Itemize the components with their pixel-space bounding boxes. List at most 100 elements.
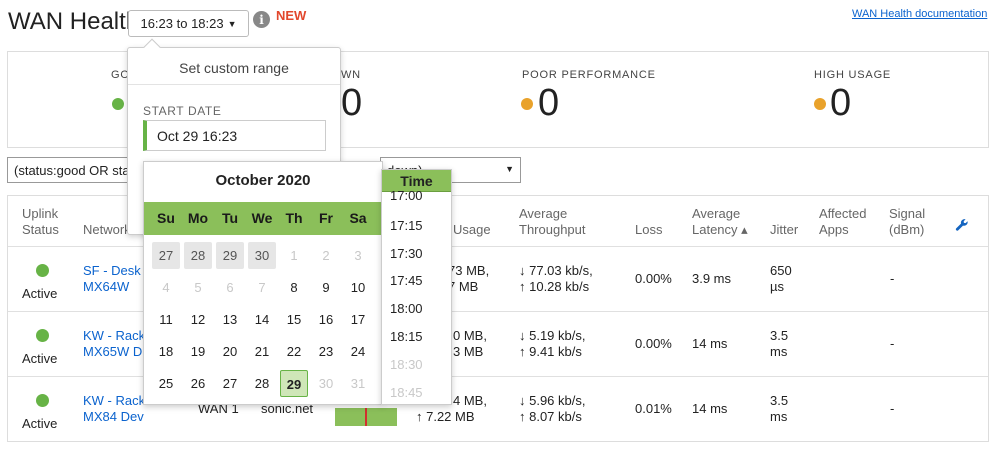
calendar-day[interactable]: 29: [216, 242, 244, 269]
status-dot: [36, 264, 49, 277]
calendar-day[interactable]: 14: [254, 312, 270, 327]
start-date-input[interactable]: Oct 29 16:23: [143, 120, 326, 151]
device-name: MX84 Dev: [83, 409, 144, 424]
header-uplink-status[interactable]: Uplink Status: [22, 206, 59, 238]
time-option[interactable]: 17:30: [390, 246, 423, 261]
throughput-cell: ↓ 5.19 kb/s, ↑ 9.41 kb/s: [519, 328, 585, 360]
jitter-value: 3.5: [770, 393, 789, 408]
time-option: 18:30: [390, 357, 423, 372]
header-text: Affected: [819, 206, 867, 221]
calendar-day[interactable]: 28: [184, 242, 212, 269]
weekday-label: Su: [157, 210, 175, 226]
throughput-cell: ↓ 77.03 kb/s, ↑ 10.28 kb/s: [519, 263, 593, 295]
time-range-label: 16:23 to 18:23: [140, 16, 224, 31]
table-row[interactable]: Active KW - Rack MX65W D 0 MB, 3 MB ↓ 5.…: [8, 312, 988, 376]
calendar-day[interactable]: 19: [190, 344, 206, 359]
calendar-day[interactable]: 11: [159, 312, 173, 327]
time-option[interactable]: 17:45: [390, 273, 423, 288]
calendar-day: 3: [354, 248, 362, 263]
header-jitter[interactable]: Jitter: [770, 222, 799, 237]
usage-graph-marker: [365, 408, 367, 426]
calendar-day[interactable]: 22: [286, 344, 302, 359]
network-link[interactable]: KW - Rack MX84 Dev: [83, 393, 145, 425]
jitter-value: 3.5: [770, 328, 789, 343]
header-affected-apps[interactable]: Affected Apps: [819, 206, 866, 238]
info-icon[interactable]: i: [253, 11, 270, 28]
calendar-day[interactable]: 30: [248, 242, 276, 269]
calendar-day[interactable]: 27: [152, 242, 180, 269]
device-name: MX65W D: [83, 344, 143, 359]
calendar-day-selected[interactable]: 29: [280, 370, 308, 397]
header-usage[interactable]: Usage: [453, 222, 491, 237]
row-divider: [8, 311, 988, 312]
jitter-unit: ms: [770, 409, 788, 424]
network-link[interactable]: KW - Rack MX65W D: [83, 328, 145, 360]
calendar-day: 7: [258, 280, 266, 295]
calendar-day[interactable]: 17: [350, 312, 366, 327]
usage-cell: 73 MB, 7 MB: [448, 263, 489, 295]
time-range-dropdown[interactable]: 16:23 to 18:23 ▼: [128, 10, 249, 37]
time-picker: Time 17:00 17:15 17:30 17:45 18:00 18:15…: [381, 169, 452, 405]
good-label: GO: [111, 69, 130, 81]
time-option[interactable]: 17:15: [390, 218, 423, 233]
usage-graph-bar: [335, 408, 397, 426]
header-avg-throughput[interactable]: Average Throughput: [519, 206, 586, 238]
weekday-label: We: [251, 210, 273, 226]
calendar-day[interactable]: 16: [318, 312, 334, 327]
calendar-day[interactable]: 9: [322, 280, 330, 295]
usage-up: 3 MB: [453, 344, 484, 359]
caret-down-icon: ▼: [227, 18, 237, 29]
good-status-dot: [112, 98, 124, 110]
documentation-link[interactable]: WAN Health documentation: [852, 8, 988, 20]
calendar-day: 4: [162, 280, 170, 295]
calendar-day[interactable]: 10: [350, 280, 366, 295]
calendar-day[interactable]: 12: [190, 312, 206, 327]
throughput-down: ↓ 5.19 kb/s,: [519, 328, 586, 343]
table-row[interactable]: Active SF - Desk MX64W 73 MB, 7 MB ↓ 77.…: [8, 247, 988, 311]
table-row[interactable]: Active KW - Rack MX84 Dev WAN 1 sonic.ne…: [8, 377, 988, 441]
time-option[interactable]: 18:15: [390, 329, 423, 344]
header-text: Average: [692, 206, 741, 221]
header-text: Latency ▴: [692, 222, 748, 237]
throughput-cell: ↓ 5.96 kb/s, ↑ 8.07 kb/s: [519, 393, 585, 425]
jitter-cell: 3.5 ms: [770, 328, 788, 360]
calendar-day[interactable]: 15: [286, 312, 302, 327]
usage-down: 0 MB,: [453, 328, 487, 343]
calendar-day[interactable]: 27: [222, 376, 238, 391]
header-signal[interactable]: Signal (dBm): [889, 206, 925, 238]
calendar-day[interactable]: 25: [158, 376, 174, 391]
time-option[interactable]: 18:00: [390, 301, 423, 316]
page-title: WAN Health: [8, 8, 140, 35]
usage-cell: 0 MB, 3 MB: [453, 328, 487, 360]
usage-cell: 4 MB, ↑ 7.22 MB: [416, 393, 487, 425]
calendar-day: 30: [318, 376, 334, 391]
header-avg-latency[interactable]: Average Latency ▴: [692, 206, 748, 238]
calendar-day: 1: [290, 248, 298, 263]
poor-performance-count: 0: [538, 82, 560, 124]
calendar-day[interactable]: 20: [222, 344, 238, 359]
throughput-down: ↓ 5.96 kb/s,: [519, 393, 586, 408]
time-option[interactable]: 17:00: [390, 188, 423, 203]
usage-up: ↑ 7.22 MB: [416, 409, 475, 424]
weekday-label: Mo: [187, 210, 209, 226]
header-text: Uplink: [22, 206, 59, 221]
calendar-day[interactable]: 26: [190, 376, 206, 391]
wrench-icon[interactable]: [955, 218, 969, 232]
header-network[interactable]: Network: [83, 222, 131, 237]
calendar-day[interactable]: 8: [290, 280, 298, 295]
usage-down: 4 MB,: [453, 393, 487, 408]
poor-performance-label: POOR PERFORMANCE: [522, 69, 656, 81]
signal-cell: -: [890, 336, 895, 351]
time-option: 18:45: [390, 385, 423, 400]
header-text: (dBm): [889, 222, 925, 237]
header-text: Signal: [889, 206, 926, 221]
calendar-day[interactable]: 28: [254, 376, 270, 391]
calendar-day[interactable]: 13: [222, 312, 238, 327]
header-loss[interactable]: Loss: [635, 222, 663, 237]
calendar-day[interactable]: 23: [318, 344, 334, 359]
calendar-day[interactable]: 18: [158, 344, 174, 359]
calendar-day[interactable]: 21: [254, 344, 270, 359]
network-link[interactable]: SF - Desk MX64W: [83, 263, 141, 295]
calendar-day[interactable]: 24: [350, 344, 366, 359]
calendar-month-title: October 2020: [215, 172, 311, 189]
